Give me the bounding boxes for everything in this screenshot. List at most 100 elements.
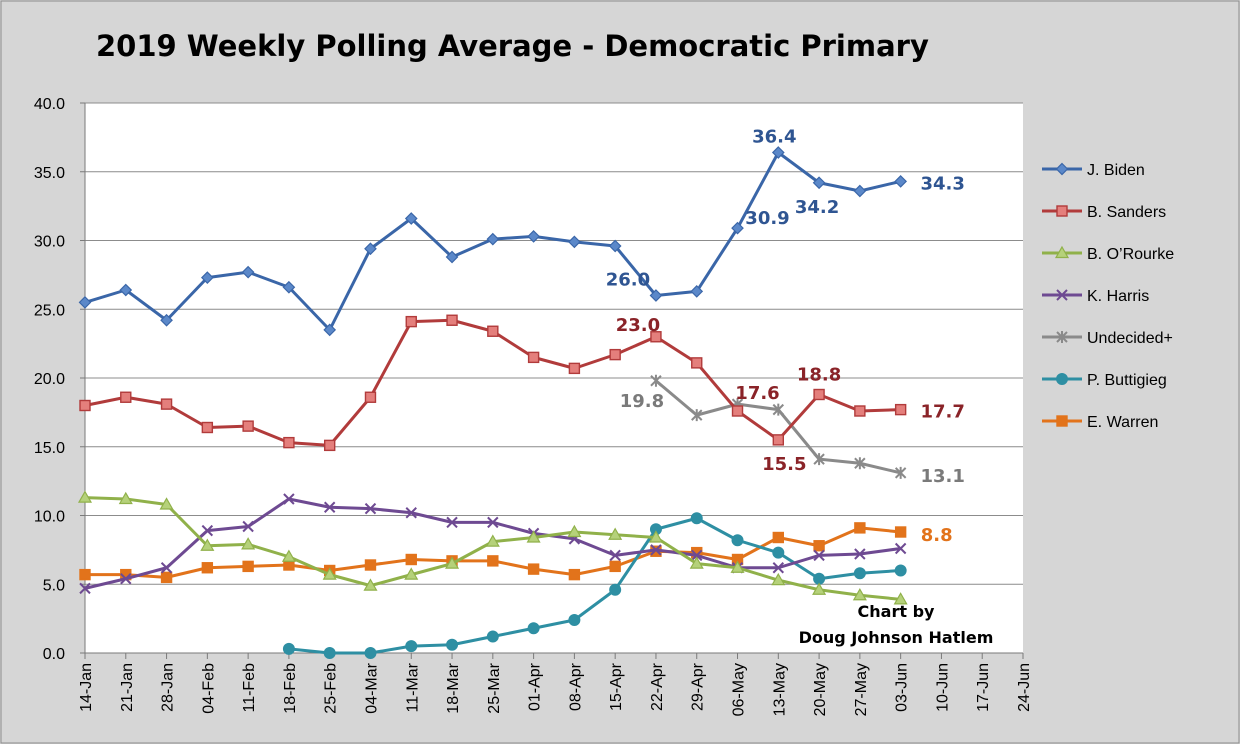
data-label-b-sanders-03-jun: 17.7 [920,402,964,423]
point-k-harris-28-jan [160,562,173,574]
point-b-o-rourke-28-jan [159,497,174,510]
x-tick-label-23: 24-Jun [1016,663,1033,712]
point-b-sanders-14-jan [79,399,91,412]
point-k-harris-11-mar [405,507,417,519]
point-k-harris-03-jun [894,542,907,555]
x-tick-label-14: 22-Apr [649,662,666,711]
point-b-sanders-01-apr [527,351,540,364]
data-label-j-biden-13-may: 36.4 [752,127,796,148]
point-p-buttigieg-06-may [731,534,744,547]
point-k-harris-18-mar [446,516,458,529]
point-j-biden-04-mar [364,242,377,256]
point-e-warren-15-apr [609,560,621,573]
point-p-buttigieg-11-mar [405,640,418,653]
point-k-harris-04-feb [201,524,214,537]
credit-line-1: Chart by [858,602,935,621]
series-b-o-rourke [77,490,908,605]
x-tick-label-9: 18-Mar [445,662,462,713]
x-tick-label-12: 08-Apr [567,662,584,711]
data-label-b-sanders-13-may: 15.5 [762,454,806,475]
point-b-sanders-27-may [854,405,866,417]
series-j-biden [78,146,908,337]
point-e-warren-25-mar [487,555,499,567]
point-e-warren-01-apr [527,563,540,575]
series-p-buttigieg [282,512,907,659]
point-e-warren-11-mar [405,553,417,566]
x-tick-label-21: 10-Jun [934,663,951,712]
legend-item-b-sanders: B. Sanders [1042,204,1166,221]
legend-swatch-marker [1056,373,1068,385]
point-p-buttigieg-25-mar [486,630,499,643]
legend-swatch-marker [1056,331,1068,343]
x-tick-label-20: 03-Jun [894,663,911,712]
point-k-harris-25-mar [487,516,499,529]
legend-swatch-marker [1056,289,1068,301]
x-tick-label-0: 14-Jan [78,663,95,712]
point-j-biden-25-mar [486,232,500,246]
point-e-warren-04-feb [201,562,214,574]
point-b-sanders-29-apr [691,357,703,369]
point-b-sanders-04-feb [201,421,214,434]
x-tick-label-13: 15-Apr [608,662,625,711]
point-e-warren-03-jun [894,526,907,538]
series-b-sanders [79,314,907,452]
point-b-o-rourke-11-feb [241,537,256,550]
point-b-sanders-25-mar [487,325,499,337]
point-b-o-rourke-21-jan [118,491,133,505]
x-tick-label-8: 11-Mar [404,662,421,712]
point-b-sanders-20-may [813,388,825,401]
legend-label: B. O’Rourke [1087,246,1174,263]
chart-title: 2019 Weekly Polling Average - Democratic… [96,29,929,63]
data-label-j-biden-22-apr: 26.0 [606,270,650,291]
point-k-harris-13-may [772,562,785,574]
point-p-buttigieg-27-may [853,567,866,580]
y-tick-label-4: 20.0 [34,371,65,388]
point-p-buttigieg-01-apr [527,622,540,635]
y-tick-label-5: 25.0 [34,302,65,319]
point-b-sanders-15-apr [609,348,621,361]
legend-label: J. Biden [1087,162,1145,179]
point-undecided-22-apr [650,374,662,387]
point-j-biden-08-apr [568,235,581,249]
x-tick-label-18: 20-May [812,663,829,716]
point-b-o-rourke-11-mar [404,567,419,580]
legend-item-b-o-rourke: B. O’Rourke [1042,245,1174,263]
point-k-harris-04-mar [364,502,377,515]
legend-item-j-biden: J. Biden [1042,162,1145,179]
data-label-undecided-22-apr: 19.8 [620,391,664,412]
point-e-warren-13-may [772,531,785,544]
point-b-o-rourke-18-mar [445,556,460,569]
point-e-warren-08-apr [568,568,581,581]
x-tick-label-1: 21-Jan [119,663,136,712]
point-j-biden-22-apr [649,289,663,302]
legend-label: E. Warren [1087,414,1158,431]
point-b-sanders-22-apr [650,331,662,343]
x-tick-label-3: 04-Feb [200,663,217,714]
point-undecided-27-may [854,457,866,470]
y-tick-label-2: 10.0 [34,509,65,526]
x-tick-label-4: 11-Feb [241,663,258,713]
point-b-o-rourke-18-feb [281,549,296,562]
data-label-b-sanders-22-apr: 23.0 [616,315,660,336]
point-b-sanders-06-may [731,405,744,417]
point-k-harris-27-may [854,548,866,560]
legend-item-p-buttigieg: P. Buttigieg [1042,372,1167,389]
point-b-o-rourke-06-may [730,560,745,573]
point-k-harris-20-may [813,549,825,562]
point-k-harris-25-feb [323,501,336,513]
legend-label: K. Harris [1087,288,1149,305]
x-tick-label-15: 29-Apr [690,662,707,711]
y-tick-label-7: 35.0 [34,165,65,182]
point-k-harris-15-apr [609,549,621,562]
point-p-buttigieg-29-apr [690,512,703,525]
y-axis: 0.0 5.0 10.0 15.0 20.0 25.0 30.0 35.0 40.0 [34,96,86,663]
y-tick-label-3: 15.0 [34,440,65,457]
x-tick-label-6: 25-Feb [323,663,340,714]
point-b-sanders-03-jun [894,403,907,416]
point-e-warren-28-jan [160,571,173,584]
point-b-sanders-11-feb [242,420,254,432]
point-p-buttigieg-03-jun [894,564,907,577]
data-label-b-sanders-06-may: 17.6 [735,383,779,404]
point-undecided-20-may [813,453,825,466]
